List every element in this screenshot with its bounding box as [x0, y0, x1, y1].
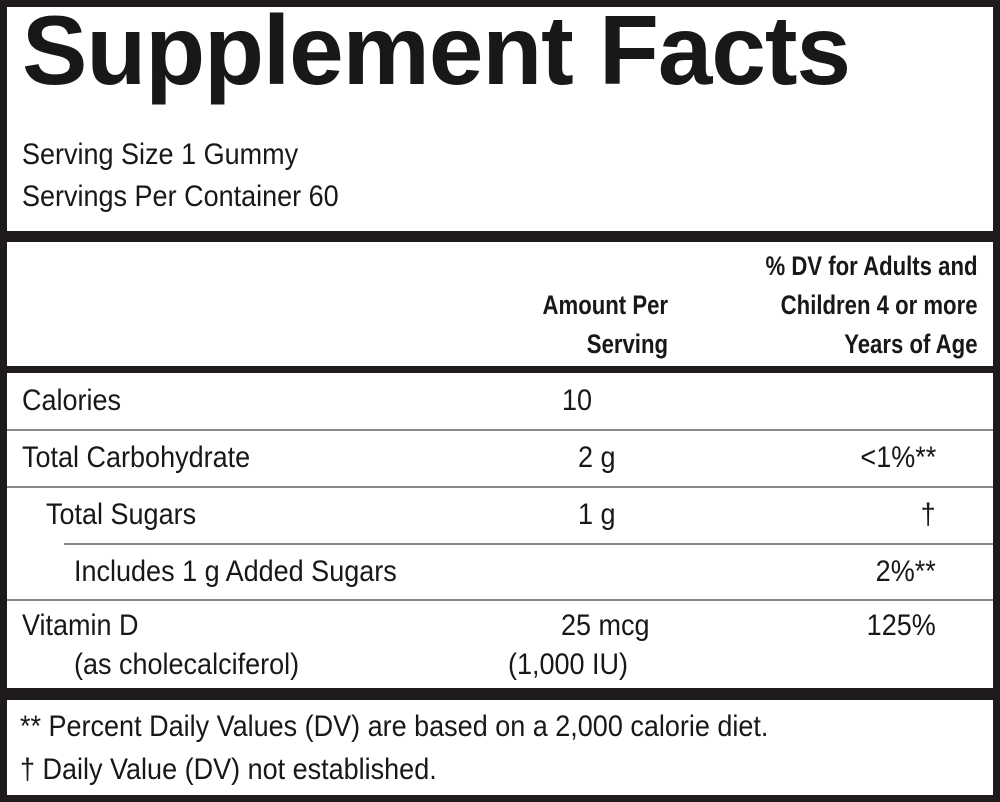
row-added-sugars-dv: 2%** [875, 555, 936, 588]
row-divider [7, 599, 993, 601]
serving-size: Serving Size 1 Gummy [22, 138, 299, 171]
row-carb-amount: 2 g [578, 441, 616, 474]
amount-header-line2: Serving [586, 329, 668, 359]
footnote-dv: ** Percent Daily Values (DV) are based o… [20, 710, 769, 743]
row-vitd-name: Vitamin D [22, 609, 139, 642]
dv-header: % DV for Adults and Children 4 or more Y… [766, 247, 978, 364]
amount-header-line1: Amount Per [542, 290, 668, 320]
dv-header-line3: Years of Age [844, 329, 978, 359]
row-divider [7, 429, 993, 431]
row-calories-name: Calories [22, 384, 122, 417]
row-divider [7, 486, 993, 488]
label-title: Supplement Facts [22, 0, 851, 105]
row-vitd-sub: (as cholecalciferol) [74, 648, 300, 681]
row-carb-dv: <1%** [860, 441, 936, 474]
row-divider [64, 543, 993, 545]
row-vitd-amount: 25 mcg [561, 609, 650, 642]
footnote-dagger: † Daily Value (DV) not established. [20, 753, 437, 786]
row-sugars-name: Total Sugars [46, 498, 197, 531]
row-sugars-dv: † [920, 498, 936, 531]
row-carb-name: Total Carbohydrate [22, 441, 251, 474]
row-vitd-dv: 125% [866, 609, 936, 642]
row-calories-amount: 10 [562, 384, 593, 417]
dv-header-line2: Children 4 or more [781, 290, 978, 320]
dv-header-line1: % DV for Adults and [766, 251, 978, 281]
row-sugars-amount: 1 g [578, 498, 616, 531]
divider-thick [0, 231, 1000, 242]
row-added-sugars-name: Includes 1 g Added Sugars [74, 555, 397, 588]
amount-header: Amount Per Serving [543, 286, 668, 364]
row-vitd-amount-sub: (1,000 IU) [508, 648, 629, 681]
servings-per-container: Servings Per Container 60 [22, 180, 339, 213]
divider-header [0, 366, 1000, 373]
divider-footer [0, 688, 1000, 700]
